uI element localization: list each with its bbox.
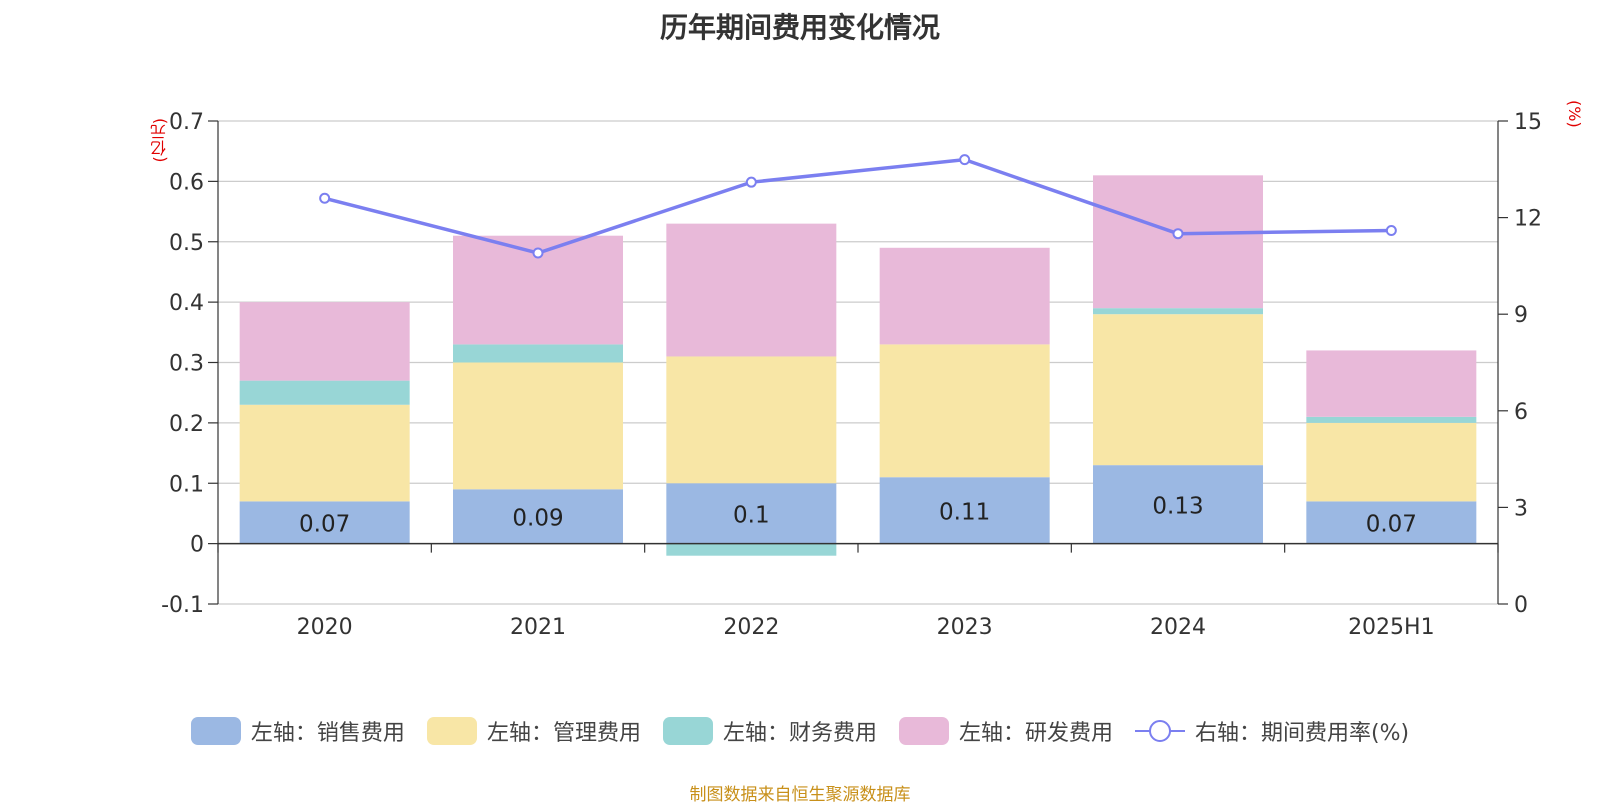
legend-label-expense-rate: 右轴：期间费用率(%): [1194, 721, 1410, 746]
legend-item-admin[interactable]: 左轴：管理费用: [426, 715, 641, 747]
left-axis-tick-label: 0.5: [169, 231, 204, 256]
bar-segment-3-2020: [239, 302, 410, 381]
legend-item-sales[interactable]: 左轴：销售费用: [190, 715, 405, 747]
expense-rate-point: [959, 154, 971, 166]
legend-label-sales: 左轴：销售费用: [250, 721, 405, 746]
legend-label-admin: 左轴：管理费用: [486, 721, 641, 746]
legend-label-rnd: 左轴：研发费用: [958, 721, 1113, 746]
bar-segment-1-2020: [239, 404, 410, 502]
bar-data-label: 0.07: [1366, 511, 1417, 537]
expense-rate-point: [319, 192, 331, 204]
bar-segment-2-2025H1: [1306, 416, 1477, 423]
expense-rate-point: [1385, 224, 1397, 236]
right-axis-tick-label: 6: [1514, 400, 1528, 425]
left-axis-tick-label: 0.3: [169, 352, 204, 377]
bar-segment-3-2024: [1093, 175, 1263, 309]
bar-segment-1-2022: [666, 356, 837, 484]
bar-segment-0-2023: [879, 477, 1050, 544]
expense-rate-point: [532, 247, 544, 259]
expense-rate-point: [745, 176, 757, 188]
left-axis-tick-label: 0.6: [169, 170, 204, 195]
right-axis-tick-label: 3: [1514, 496, 1528, 521]
left-axis-tick-label: -0.1: [161, 593, 204, 618]
bar-segment-0-2022: [666, 483, 837, 544]
right-axis-tick-label: 15: [1514, 110, 1542, 135]
x-axis-tick-label: 2021: [510, 615, 566, 640]
bar-data-label: 0.09: [512, 505, 563, 531]
left-axis-tick-label: 0.4: [169, 291, 204, 316]
bar-segment-3-2023: [879, 247, 1050, 345]
left-axis-tick-label: 0.7: [169, 110, 204, 135]
right-axis-tick-label: 12: [1514, 207, 1542, 232]
bar-data-label: 0.13: [1152, 493, 1203, 519]
legend-label-finance: 左轴：财务费用: [722, 721, 877, 746]
left-axis-tick-label: 0: [190, 533, 204, 558]
expense-rate-point: [1172, 228, 1184, 240]
legend-swatch-finance: [662, 717, 713, 745]
legend-swatch-rnd: [898, 717, 949, 745]
legend-item-finance[interactable]: 左轴：财务费用: [662, 715, 877, 747]
bar-segment-2-2024: [1093, 308, 1263, 315]
bar-segment-0-2020: [239, 501, 410, 544]
legend: 左轴：销售费用 左轴：管理费用 左轴：财务费用 左轴：研发费用 右轴：期间费用率…: [0, 715, 1600, 747]
right-axis-tick-label: 0: [1514, 593, 1528, 618]
legend-swatch-expense-rate: [1134, 717, 1185, 745]
right-axis-tick-label: 9: [1514, 303, 1528, 328]
chart-title: 历年期间费用变化情况: [659, 11, 940, 44]
bar-segment-2-2021: [453, 344, 623, 363]
x-axis-tick-label: 2025H1: [1348, 615, 1435, 640]
x-axis-tick-label: 2020: [297, 615, 353, 640]
bar-data-label: 0.07: [299, 511, 350, 537]
source-note: 制图数据来自恒生聚源数据库: [689, 785, 911, 805]
legend-swatch-admin: [426, 717, 477, 745]
bar-data-label: 0.1: [733, 502, 770, 528]
bar-data-label: 0.11: [939, 499, 990, 525]
x-axis-tick-label: 2023: [937, 615, 993, 640]
bar-segment-1-2023: [879, 344, 1050, 478]
bar-segment-3-2025H1: [1306, 350, 1477, 417]
legend-item-expense-rate[interactable]: 右轴：期间费用率(%): [1134, 715, 1410, 747]
bar-segment-0-2025H1: [1306, 501, 1477, 544]
legend-swatch-sales: [190, 717, 241, 745]
bar-segment-0-2021: [453, 489, 623, 544]
left-axis-tick-label: 0.2: [169, 412, 204, 437]
bar-segment-2-2020: [239, 380, 410, 405]
bar-segment-0-2024: [1093, 465, 1263, 544]
bar-segment-3-2022: [666, 223, 837, 357]
bar-segment-1-2021: [453, 362, 623, 490]
legend-item-rnd[interactable]: 左轴：研发费用: [898, 715, 1113, 747]
expense-rate-line: [324, 157, 1392, 255]
bar-segment-1-2025H1: [1306, 422, 1477, 502]
bar-segment-1-2024: [1093, 314, 1263, 466]
left-axis-tick-label: 0.1: [169, 472, 204, 497]
x-axis-tick-label: 2024: [1150, 615, 1206, 640]
bar-segment-2-2022: [666, 543, 837, 556]
x-axis-tick-label: 2022: [723, 615, 779, 640]
right-axis-unit: (%): [1565, 100, 1584, 128]
